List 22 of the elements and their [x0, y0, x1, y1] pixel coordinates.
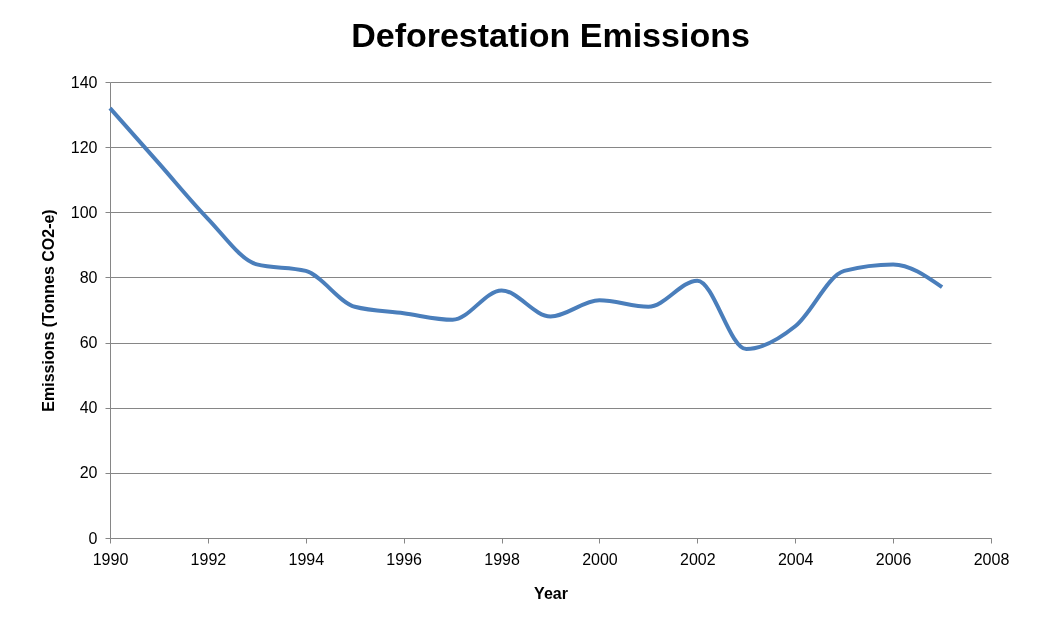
y-tick-label: 140 — [70, 73, 98, 91]
y-tick-label: 0 — [88, 529, 98, 547]
x-tick-label: 1992 — [190, 550, 227, 568]
y-tick-label: 20 — [79, 464, 98, 482]
x-tick-label: 2004 — [777, 550, 814, 568]
x-tick-label: 2008 — [973, 550, 1010, 568]
x-tick-label: 2002 — [680, 550, 716, 568]
x-tick-label: 1990 — [92, 550, 129, 568]
y-tick-label: 100 — [70, 203, 98, 221]
x-tick-label: 1994 — [288, 550, 325, 568]
x-tick-label: 1996 — [386, 550, 423, 568]
chart-title: Deforestation Emissions — [351, 16, 750, 54]
x-axis-title: Year — [534, 584, 568, 602]
y-axis-title: Emissions (Tonnes CO2-e) — [39, 209, 57, 412]
y-tick-label: 60 — [79, 334, 98, 352]
y-tick-label: 40 — [79, 399, 98, 417]
line-series — [108, 106, 945, 352]
x-tick-label: 2006 — [875, 550, 912, 568]
y-tick-label: 120 — [70, 138, 98, 156]
x-tick-label: 1998 — [484, 550, 520, 568]
y-tick-label: 80 — [79, 268, 98, 286]
x-tick-label: 2000 — [582, 550, 618, 568]
